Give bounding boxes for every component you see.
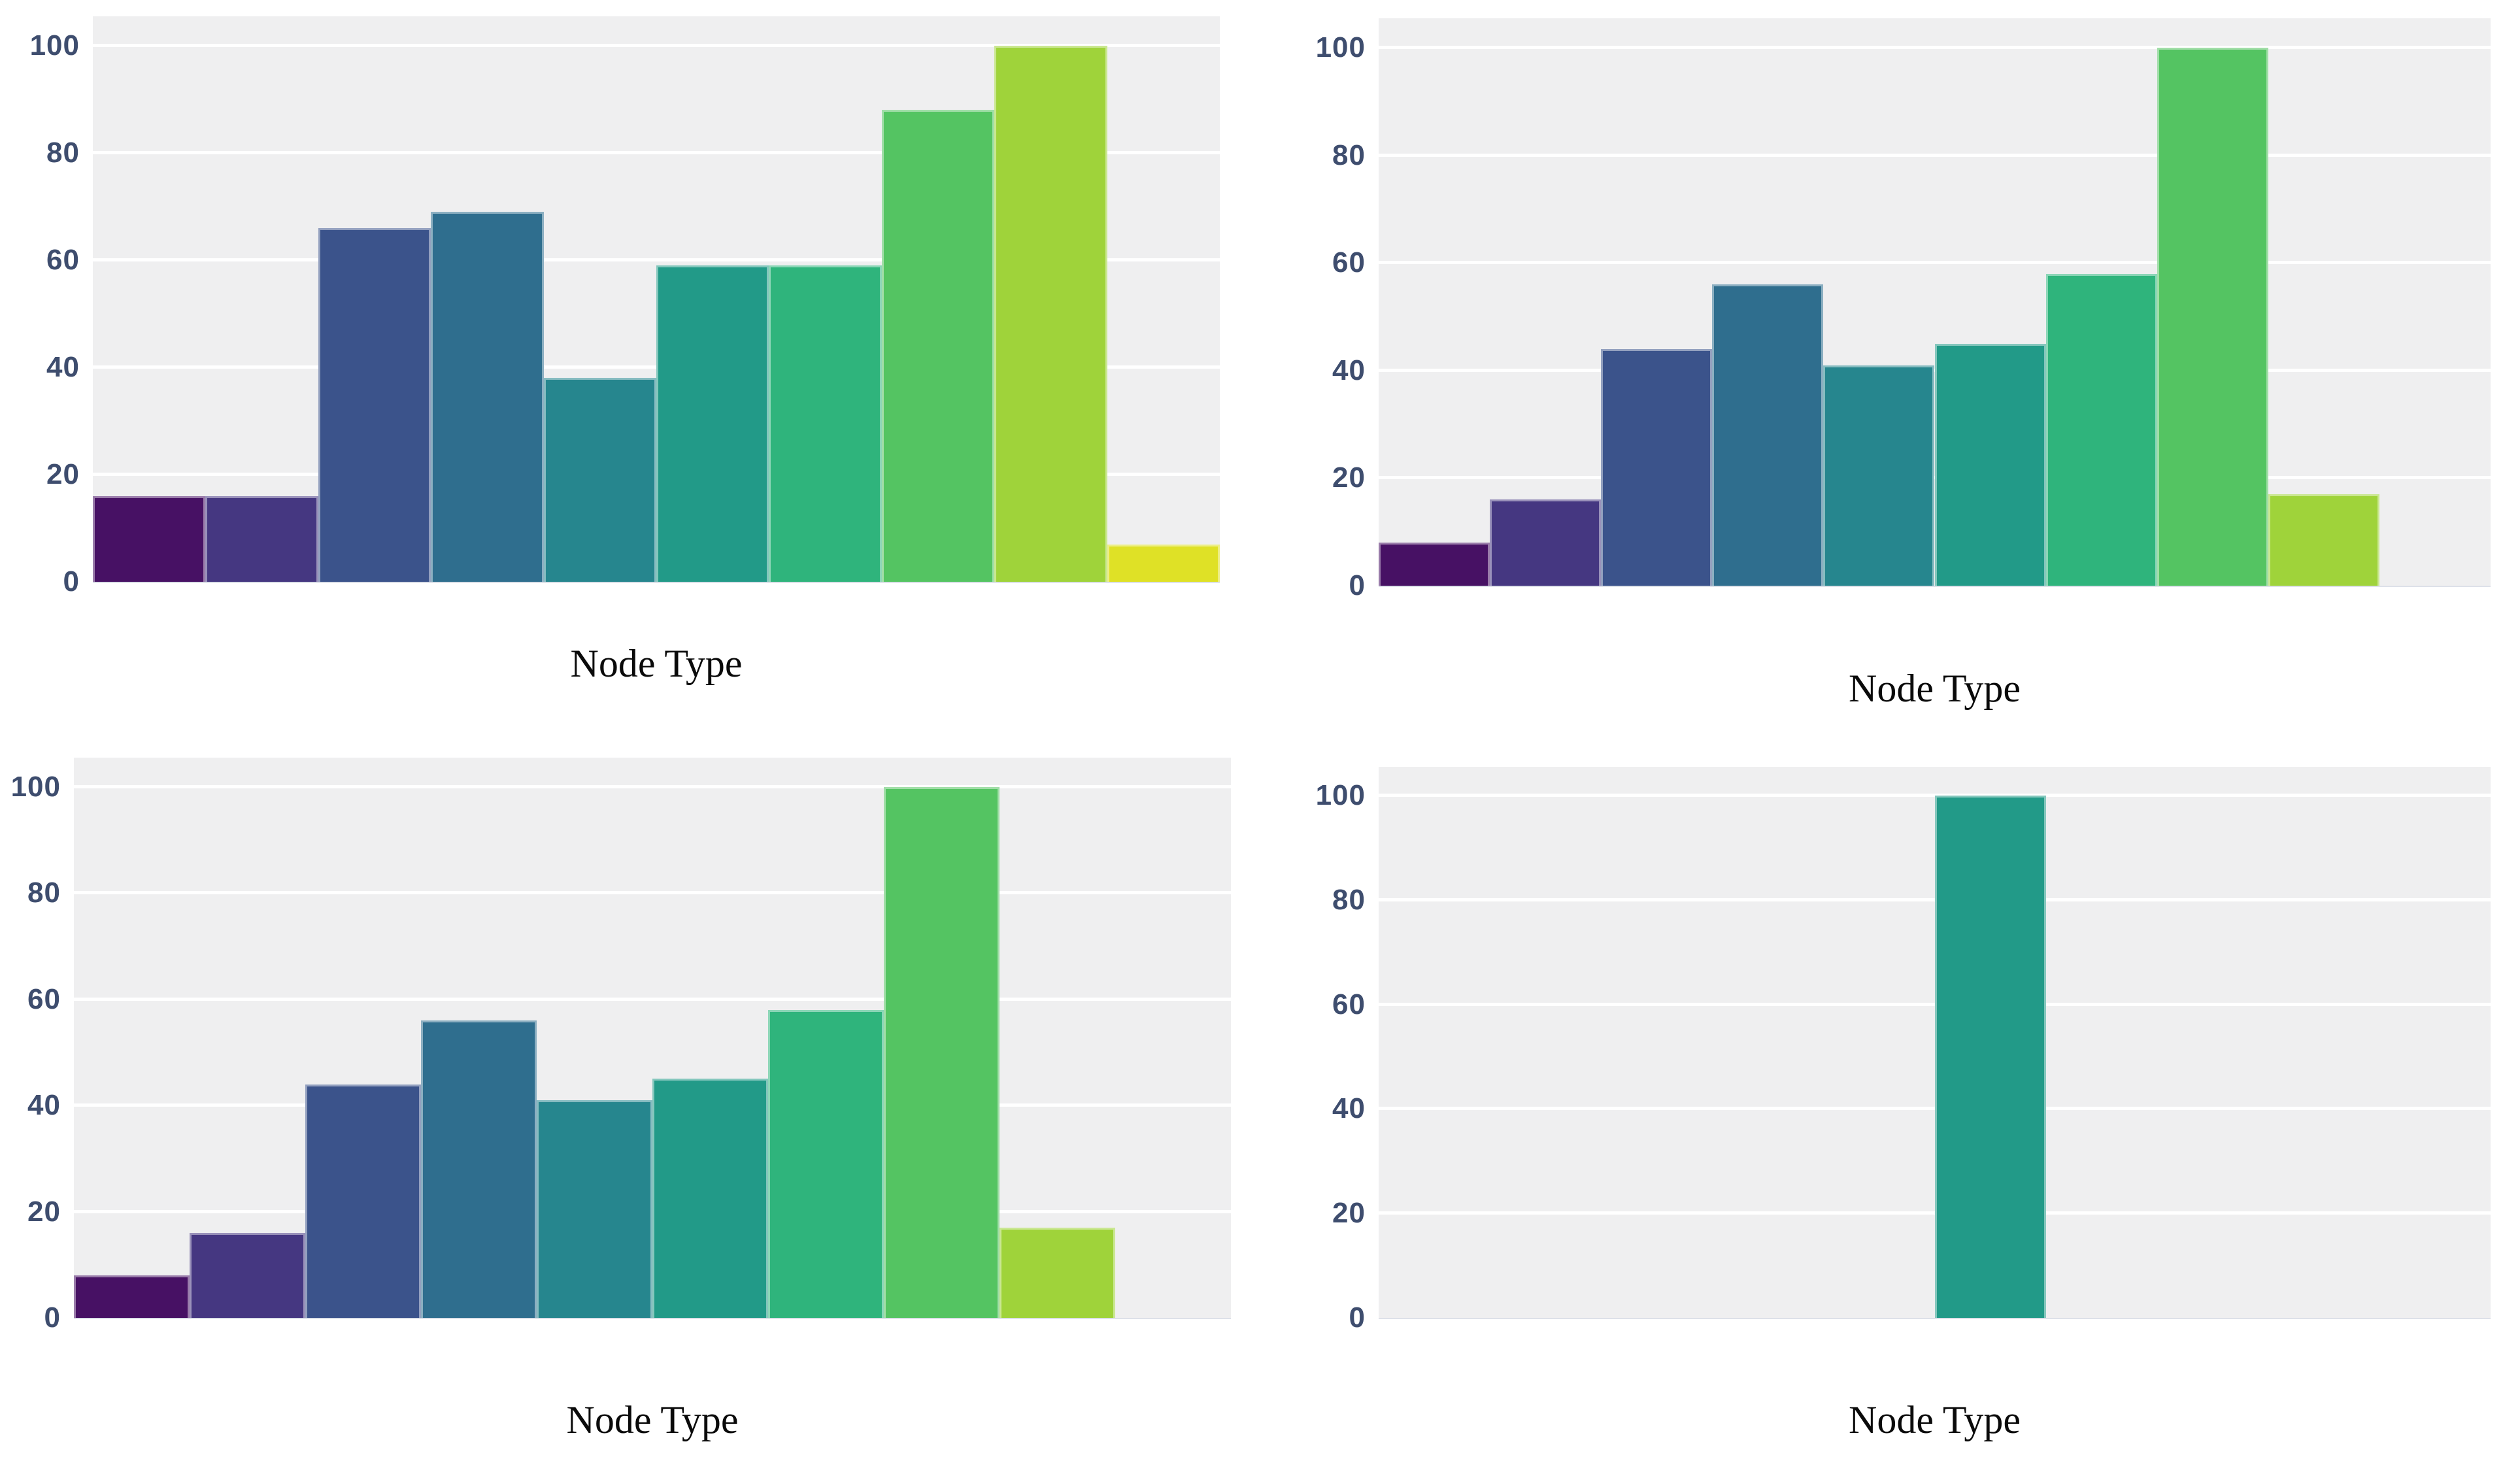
bar — [190, 1233, 305, 1318]
plot-area — [1379, 18, 2491, 587]
y-tick-label: 100 — [1315, 779, 1366, 811]
y-tick-label: 20 — [46, 458, 80, 490]
y-tick-label: 80 — [1332, 883, 1366, 916]
y-tick-label: 0 — [1349, 1302, 1366, 1334]
gridline — [93, 150, 1220, 154]
bar — [1601, 348, 1713, 586]
gridline — [1379, 46, 2491, 50]
y-tick-label: 0 — [1349, 569, 1366, 601]
x-axis-label: Node Type — [570, 642, 743, 685]
bar — [1934, 343, 2046, 586]
y-tick-label: 0 — [63, 565, 80, 597]
y-tick-label: 40 — [1332, 354, 1366, 386]
bar — [1823, 365, 1935, 586]
bar — [93, 496, 206, 582]
gridline — [1379, 261, 2491, 265]
bar — [318, 227, 431, 582]
plot-area — [93, 16, 1220, 583]
y-tick-label: 100 — [29, 29, 80, 61]
bar — [1934, 795, 2046, 1318]
bar — [1379, 543, 1490, 586]
gridline — [74, 784, 1231, 788]
bar — [1107, 544, 1220, 582]
bar — [1712, 284, 1824, 586]
plot-area — [1379, 767, 2491, 1319]
y-axis: 0 20 40 60 80 100 — [1260, 767, 1366, 1333]
bar — [769, 265, 882, 582]
x-axis-label: Node Type — [1849, 667, 2021, 710]
bar — [652, 1079, 768, 1318]
gridline — [1379, 153, 2491, 157]
y-tick-label: 60 — [46, 244, 80, 276]
y-axis: 0 20 40 60 80 100 — [0, 16, 80, 597]
y-tick-label: 20 — [1332, 1197, 1366, 1230]
y-tick-label: 0 — [44, 1302, 61, 1334]
y-tick-label: 40 — [27, 1089, 61, 1122]
histogram-bottom-right: 0 20 40 60 80 100 Node Type — [1260, 732, 2520, 1463]
y-tick-label: 40 — [1332, 1092, 1366, 1125]
gridline — [93, 258, 1220, 261]
bar — [994, 45, 1107, 582]
y-tick-label: 40 — [46, 351, 80, 383]
y-tick-label: 80 — [1332, 139, 1366, 171]
bar — [205, 496, 318, 582]
bar — [884, 786, 1000, 1318]
bar — [1000, 1227, 1115, 1318]
x-axis-label: Node Type — [1849, 1398, 2021, 1441]
bar — [537, 1100, 652, 1318]
histogram-top-left: 0 20 40 60 80 100 Node Type — [0, 0, 1260, 732]
bar — [421, 1020, 537, 1318]
y-tick-label: 100 — [1315, 31, 1366, 64]
bar — [2157, 48, 2268, 586]
gridline — [93, 43, 1220, 47]
histogram-bottom-left: 0 20 40 60 80 100 Node Type — [0, 732, 1260, 1463]
y-tick-label: 20 — [1332, 462, 1366, 494]
bar — [768, 1009, 884, 1318]
y-tick-label: 60 — [1332, 988, 1366, 1020]
y-tick-label: 80 — [46, 136, 80, 169]
gridline — [74, 997, 1231, 1001]
y-tick-label: 20 — [27, 1195, 61, 1228]
bar — [74, 1275, 190, 1318]
bar — [305, 1084, 421, 1318]
y-tick-label: 60 — [1332, 246, 1366, 279]
histogram-top-right: 0 20 40 60 80 100 Node Type — [1260, 0, 2520, 732]
bar — [656, 265, 769, 582]
y-tick-label: 60 — [27, 983, 61, 1015]
y-tick-label: 80 — [27, 877, 61, 909]
bar — [2045, 273, 2157, 586]
x-axis-label: Node Type — [566, 1398, 739, 1441]
plot-area — [74, 758, 1231, 1319]
bar — [1490, 499, 1602, 586]
bar — [543, 378, 656, 582]
y-tick-label: 100 — [10, 770, 61, 803]
bar — [431, 212, 544, 582]
bar — [881, 110, 995, 582]
gridline — [74, 891, 1231, 895]
y-axis: 0 20 40 60 80 100 — [0, 758, 61, 1333]
gridline — [1379, 793, 2491, 797]
y-axis: 0 20 40 60 80 100 — [1260, 18, 1366, 601]
bar — [2268, 494, 2379, 586]
